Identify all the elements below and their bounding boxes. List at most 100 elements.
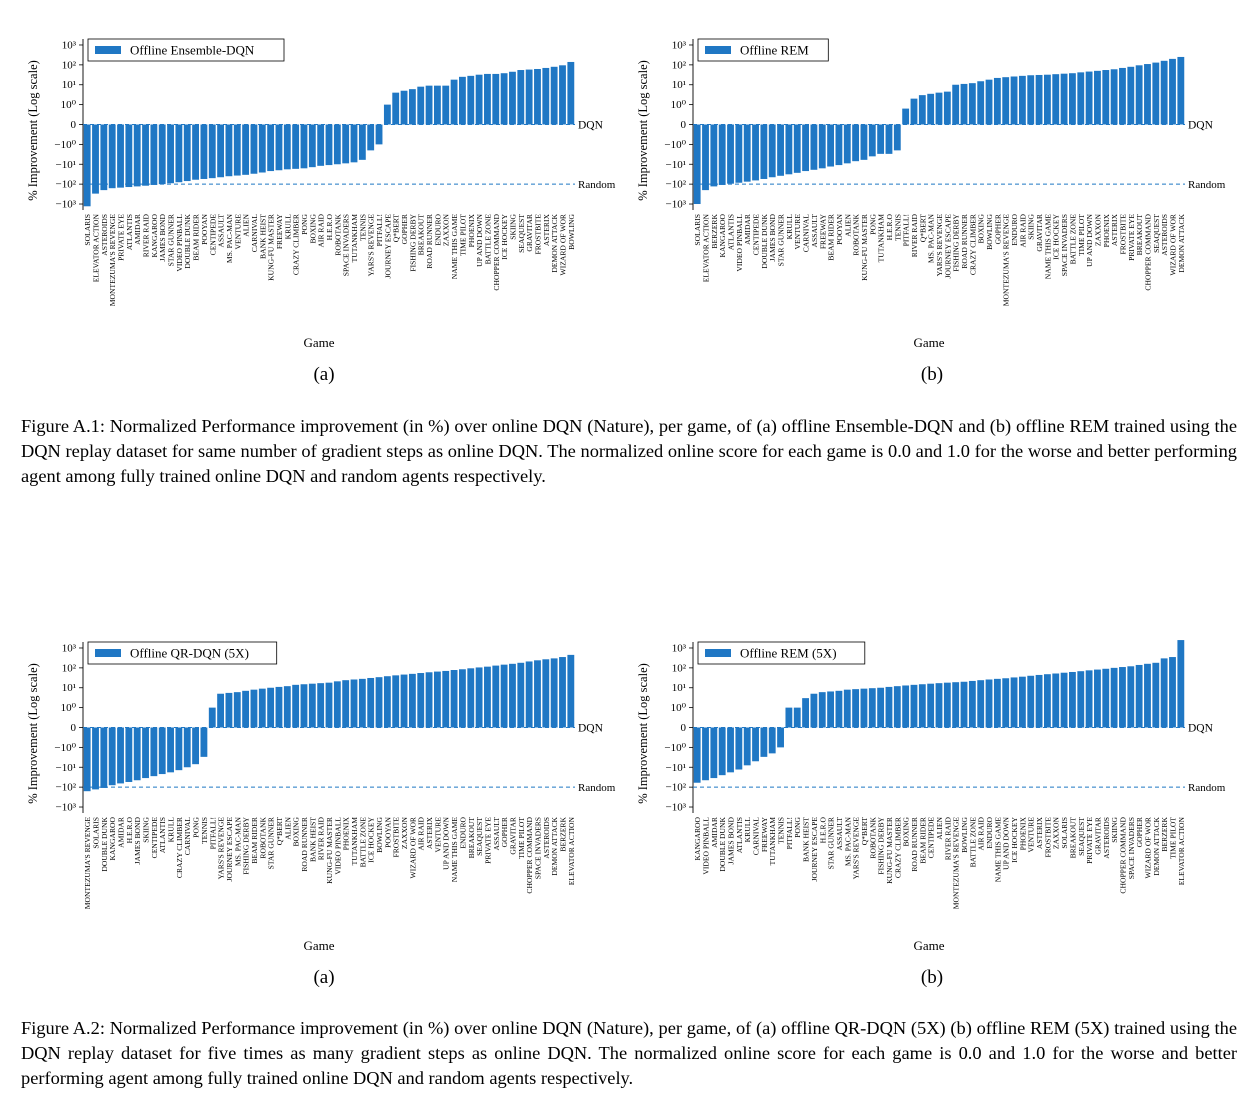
- bar: [768, 727, 776, 754]
- bar: [425, 672, 433, 728]
- x-tick-label: POOYAN: [383, 816, 392, 847]
- bar: [250, 689, 258, 728]
- x-tick-label: FROSTBITE: [392, 817, 401, 858]
- x-tick-label: TIME PILOT: [517, 817, 526, 859]
- bar: [83, 124, 91, 207]
- bar: [342, 124, 350, 164]
- x-tick-label: KRULL: [167, 817, 176, 843]
- x-tick-label: SOLARIS: [1060, 817, 1069, 849]
- bar: [860, 124, 868, 160]
- bar: [534, 660, 541, 728]
- bar: [283, 124, 291, 170]
- x-tick-label: GRAVITAR: [1035, 213, 1044, 252]
- bar: [902, 108, 910, 125]
- x-tick-label: STAR GUNNER: [777, 213, 786, 266]
- bar: [200, 727, 208, 757]
- x-tick-label: UP AND DOWN: [1085, 213, 1094, 266]
- bar: [425, 85, 433, 125]
- y-tick-label: 10³: [62, 642, 77, 654]
- bar: [317, 124, 325, 166]
- y-tick-label: 10²: [672, 662, 687, 674]
- y-tick-label: 10⁰: [671, 702, 687, 714]
- bar: [467, 75, 475, 125]
- chart-a1-a: 10³ 10² 10¹ 10⁰ 0 −10⁰ −10¹ −10² −10³ % Improveme…: [26, 38, 616, 350]
- bar: [484, 666, 491, 728]
- legend-swatch: [705, 46, 731, 54]
- x-tick-label: PHOENIX: [342, 816, 351, 850]
- x-tick-label: DEMON ATTACK: [550, 213, 559, 272]
- x-tick-label: VIDEO PINBALL: [735, 214, 744, 272]
- bar: [1060, 672, 1068, 728]
- x-tick-label: PONG: [793, 816, 802, 837]
- bar: [142, 727, 149, 779]
- y-tick-label: −10³: [665, 802, 686, 814]
- x-tick-label: DOUBLE DUNK: [718, 816, 727, 871]
- x-tick-label: BEAM RIDER: [192, 213, 201, 261]
- bar: [408, 89, 416, 125]
- bar: [342, 680, 350, 728]
- x-tick-label: STAR GUNNER: [267, 816, 276, 869]
- bar: [768, 124, 776, 178]
- x-tick-label: ZAXXON: [1052, 816, 1061, 849]
- x-tick-label: AIR RAID: [317, 213, 326, 247]
- bar: [918, 684, 926, 728]
- bar: [793, 124, 801, 173]
- x-tick-label: KANGAROO: [718, 213, 727, 257]
- x-tick-label: CHOPPER COMMAND: [1118, 816, 1127, 893]
- bar: [1018, 676, 1026, 728]
- y-tick-label: −10³: [55, 199, 76, 211]
- bar: [375, 124, 383, 145]
- x-tick-label: PONG: [192, 816, 201, 837]
- bar: [943, 91, 951, 125]
- bar: [567, 654, 575, 728]
- bar: [960, 681, 968, 728]
- bar: [208, 124, 216, 179]
- x-tick-label: CHOPPER COMMAND: [1143, 213, 1152, 290]
- bar: [802, 124, 809, 172]
- bar: [225, 124, 233, 177]
- bar: [183, 727, 191, 768]
- bar: [893, 686, 901, 728]
- y-tick-label: 10¹: [62, 682, 76, 694]
- x-tick-label: TIME PILOT: [1077, 214, 1086, 256]
- bar: [158, 124, 166, 185]
- bar: [300, 124, 308, 169]
- bar: [108, 727, 116, 786]
- bar: [1035, 74, 1043, 125]
- x-tick-label: VIDEO PINBALL: [702, 817, 711, 875]
- bar: [752, 727, 759, 762]
- x-tick-label: ENDURO: [1010, 213, 1019, 245]
- x-tick-label: SOLARIS: [693, 214, 702, 246]
- x-tick-label: PHOENIX: [467, 213, 476, 247]
- y-axis-label: % Improvement (Log scale): [26, 663, 40, 804]
- bar: [818, 692, 826, 728]
- bar: [1152, 662, 1160, 728]
- bar: [1127, 66, 1135, 125]
- bar: [358, 678, 366, 728]
- bar: [308, 124, 316, 168]
- bar: [550, 66, 558, 125]
- x-tick-label: MONTEZUMA'S REVENGE: [952, 817, 961, 910]
- x-tick-label: ALIEN: [283, 816, 292, 839]
- bar: [142, 124, 149, 186]
- bar: [475, 667, 483, 728]
- figure-caption-a1: Figure A.1: Normalized Performance impro…: [21, 416, 1237, 486]
- legend-swatch: [95, 46, 121, 54]
- y-tick-label: 0: [681, 722, 687, 734]
- x-tick-label: FREEWAY: [275, 213, 284, 249]
- x-tick-label: ICE HOCKEY: [1052, 213, 1061, 259]
- bar: [559, 657, 566, 728]
- bar: [760, 124, 768, 179]
- bar: [383, 104, 391, 125]
- x-tick-label: ASTERIX: [542, 213, 551, 246]
- bar: [785, 707, 793, 728]
- bar: [525, 661, 533, 728]
- x-tick-label: H.E.R.O: [325, 213, 334, 240]
- bar: [442, 670, 450, 728]
- x-tick-label: ASSAULT: [810, 214, 819, 248]
- x-tick-label: ZAXXON: [442, 213, 451, 246]
- bar: [1094, 70, 1101, 125]
- x-tick-label: H.E.R.O: [125, 816, 134, 843]
- x-tick-label: FISHING DERBY: [242, 816, 251, 874]
- x-tick-label: PITFALL!: [785, 817, 794, 849]
